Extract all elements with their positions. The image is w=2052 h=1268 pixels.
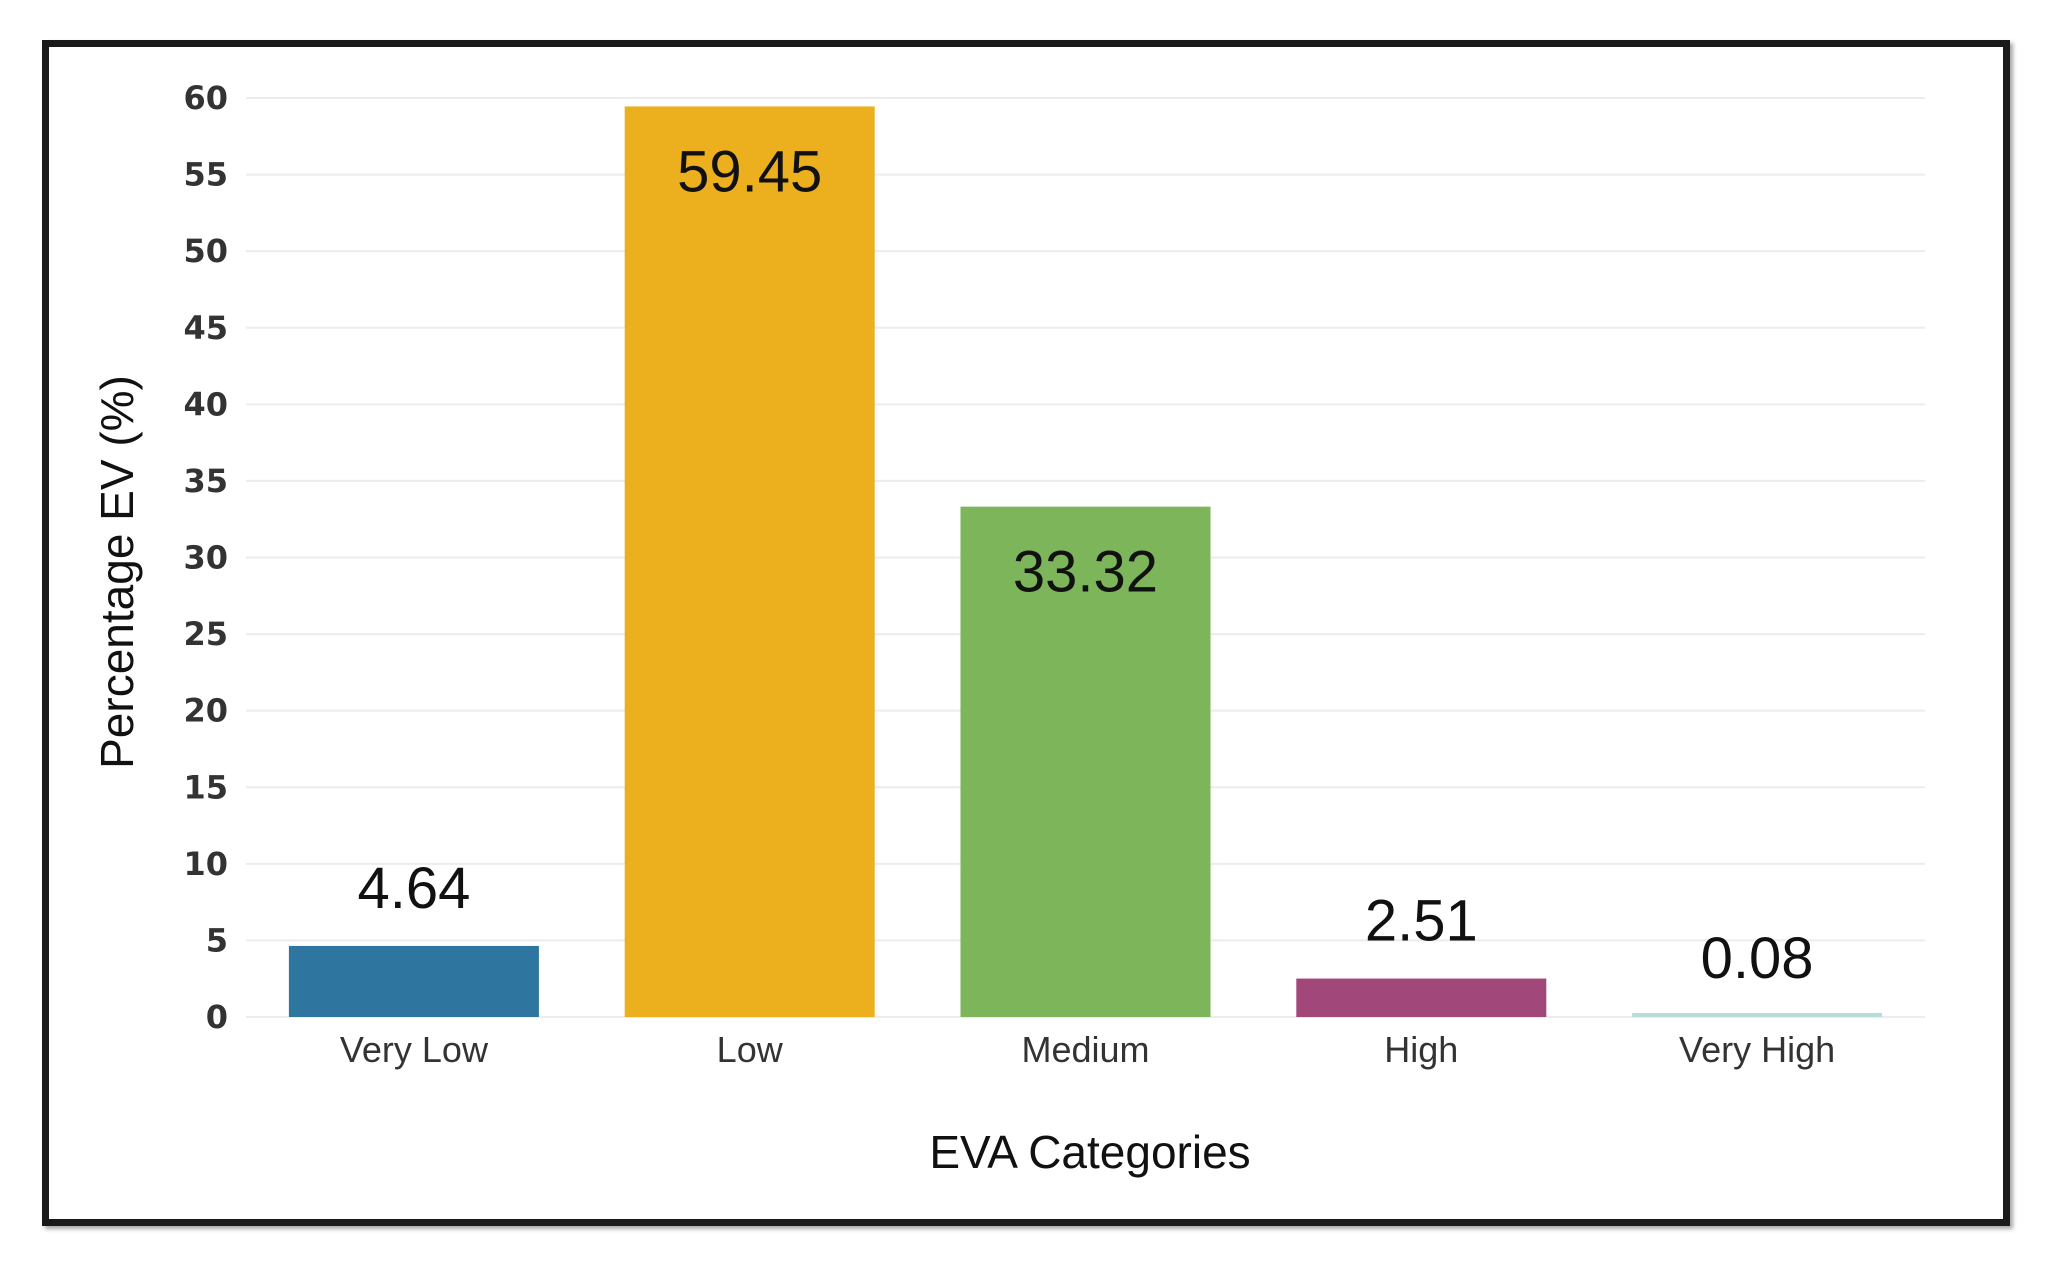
data-label: 2.51 <box>1365 889 1478 954</box>
y-tick-label: 45 <box>183 309 228 347</box>
bars <box>288 106 1883 1017</box>
data-label: 4.64 <box>357 856 470 921</box>
y-tick-label: 35 <box>183 462 228 500</box>
x-tick-label: Very Low <box>340 1029 489 1070</box>
y-tick-label: 50 <box>183 232 228 270</box>
y-axis-label: Percentage EV (%) <box>91 375 143 769</box>
x-axis-ticks: Very Low Low Medium High Very High <box>340 1029 1835 1070</box>
y-tick-label: 55 <box>183 156 228 194</box>
y-tick-label: 15 <box>183 768 228 806</box>
x-tick-label: Low <box>717 1029 784 1070</box>
data-label: 33.32 <box>1013 540 1158 605</box>
bar-medium <box>960 506 1211 1017</box>
y-tick-label: 0 <box>206 998 228 1036</box>
y-tick-label: 60 <box>183 79 228 117</box>
bar-very-high <box>1632 1013 1883 1017</box>
x-axis-label: EVA Categories <box>929 1126 1250 1178</box>
x-tick-label: Medium <box>1021 1029 1149 1070</box>
bar-high <box>1296 978 1547 1017</box>
x-tick-label: High <box>1384 1029 1458 1070</box>
bar-low <box>624 106 875 1017</box>
bar-very-low <box>288 945 539 1017</box>
data-labels: 4.64 59.45 33.32 2.51 0.08 <box>357 139 1813 990</box>
data-label: 0.08 <box>1701 926 1814 991</box>
y-tick-label: 10 <box>183 845 228 883</box>
y-tick-label: 25 <box>183 615 228 653</box>
y-axis-ticks: 0 5 10 15 20 25 30 35 40 45 50 55 60 <box>183 79 228 1036</box>
y-tick-label: 20 <box>183 692 228 730</box>
y-tick-label: 5 <box>206 921 228 959</box>
y-tick-label: 30 <box>183 539 228 577</box>
data-label: 59.45 <box>677 139 822 204</box>
y-tick-label: 40 <box>183 385 228 423</box>
x-tick-label: Very High <box>1679 1029 1835 1070</box>
